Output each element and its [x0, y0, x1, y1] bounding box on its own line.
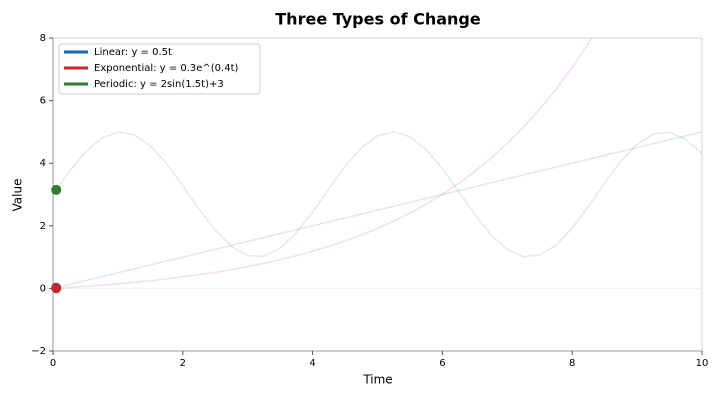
- series-line: [53, 38, 593, 290]
- legend-label: Linear: y = 0.5t: [94, 47, 172, 58]
- y-tick-label: −2: [31, 346, 46, 357]
- legend-box: [58, 43, 261, 95]
- series-line: [53, 131, 702, 258]
- x-tick-label: 6: [439, 358, 445, 369]
- series-line: [53, 131, 702, 290]
- x-tick-label: 4: [309, 358, 315, 369]
- x-tick-label: 8: [569, 358, 575, 369]
- chart-title: Three Types of Change: [275, 10, 481, 29]
- plot-lines: [53, 38, 702, 290]
- current-point: [51, 283, 62, 294]
- y-tick-label: 6: [40, 96, 46, 107]
- y-tick-label: 8: [40, 33, 46, 44]
- legend-label: Periodic: y = 2sin(1.5t)+3: [94, 79, 224, 90]
- y-axis-label: Value: [11, 179, 25, 212]
- y-tick-label: 2: [40, 221, 46, 232]
- x-axis-label: Time: [362, 373, 392, 387]
- x-tick-label: 0: [50, 358, 56, 369]
- current-point: [51, 184, 62, 195]
- y-tick-label: 4: [40, 158, 46, 169]
- x-tick-label: 10: [696, 358, 709, 369]
- x-tick-label: 2: [180, 358, 186, 369]
- y-tick-label: 0: [40, 283, 46, 294]
- legend-label: Exponential: y = 0.3e^(0.4t): [94, 63, 238, 74]
